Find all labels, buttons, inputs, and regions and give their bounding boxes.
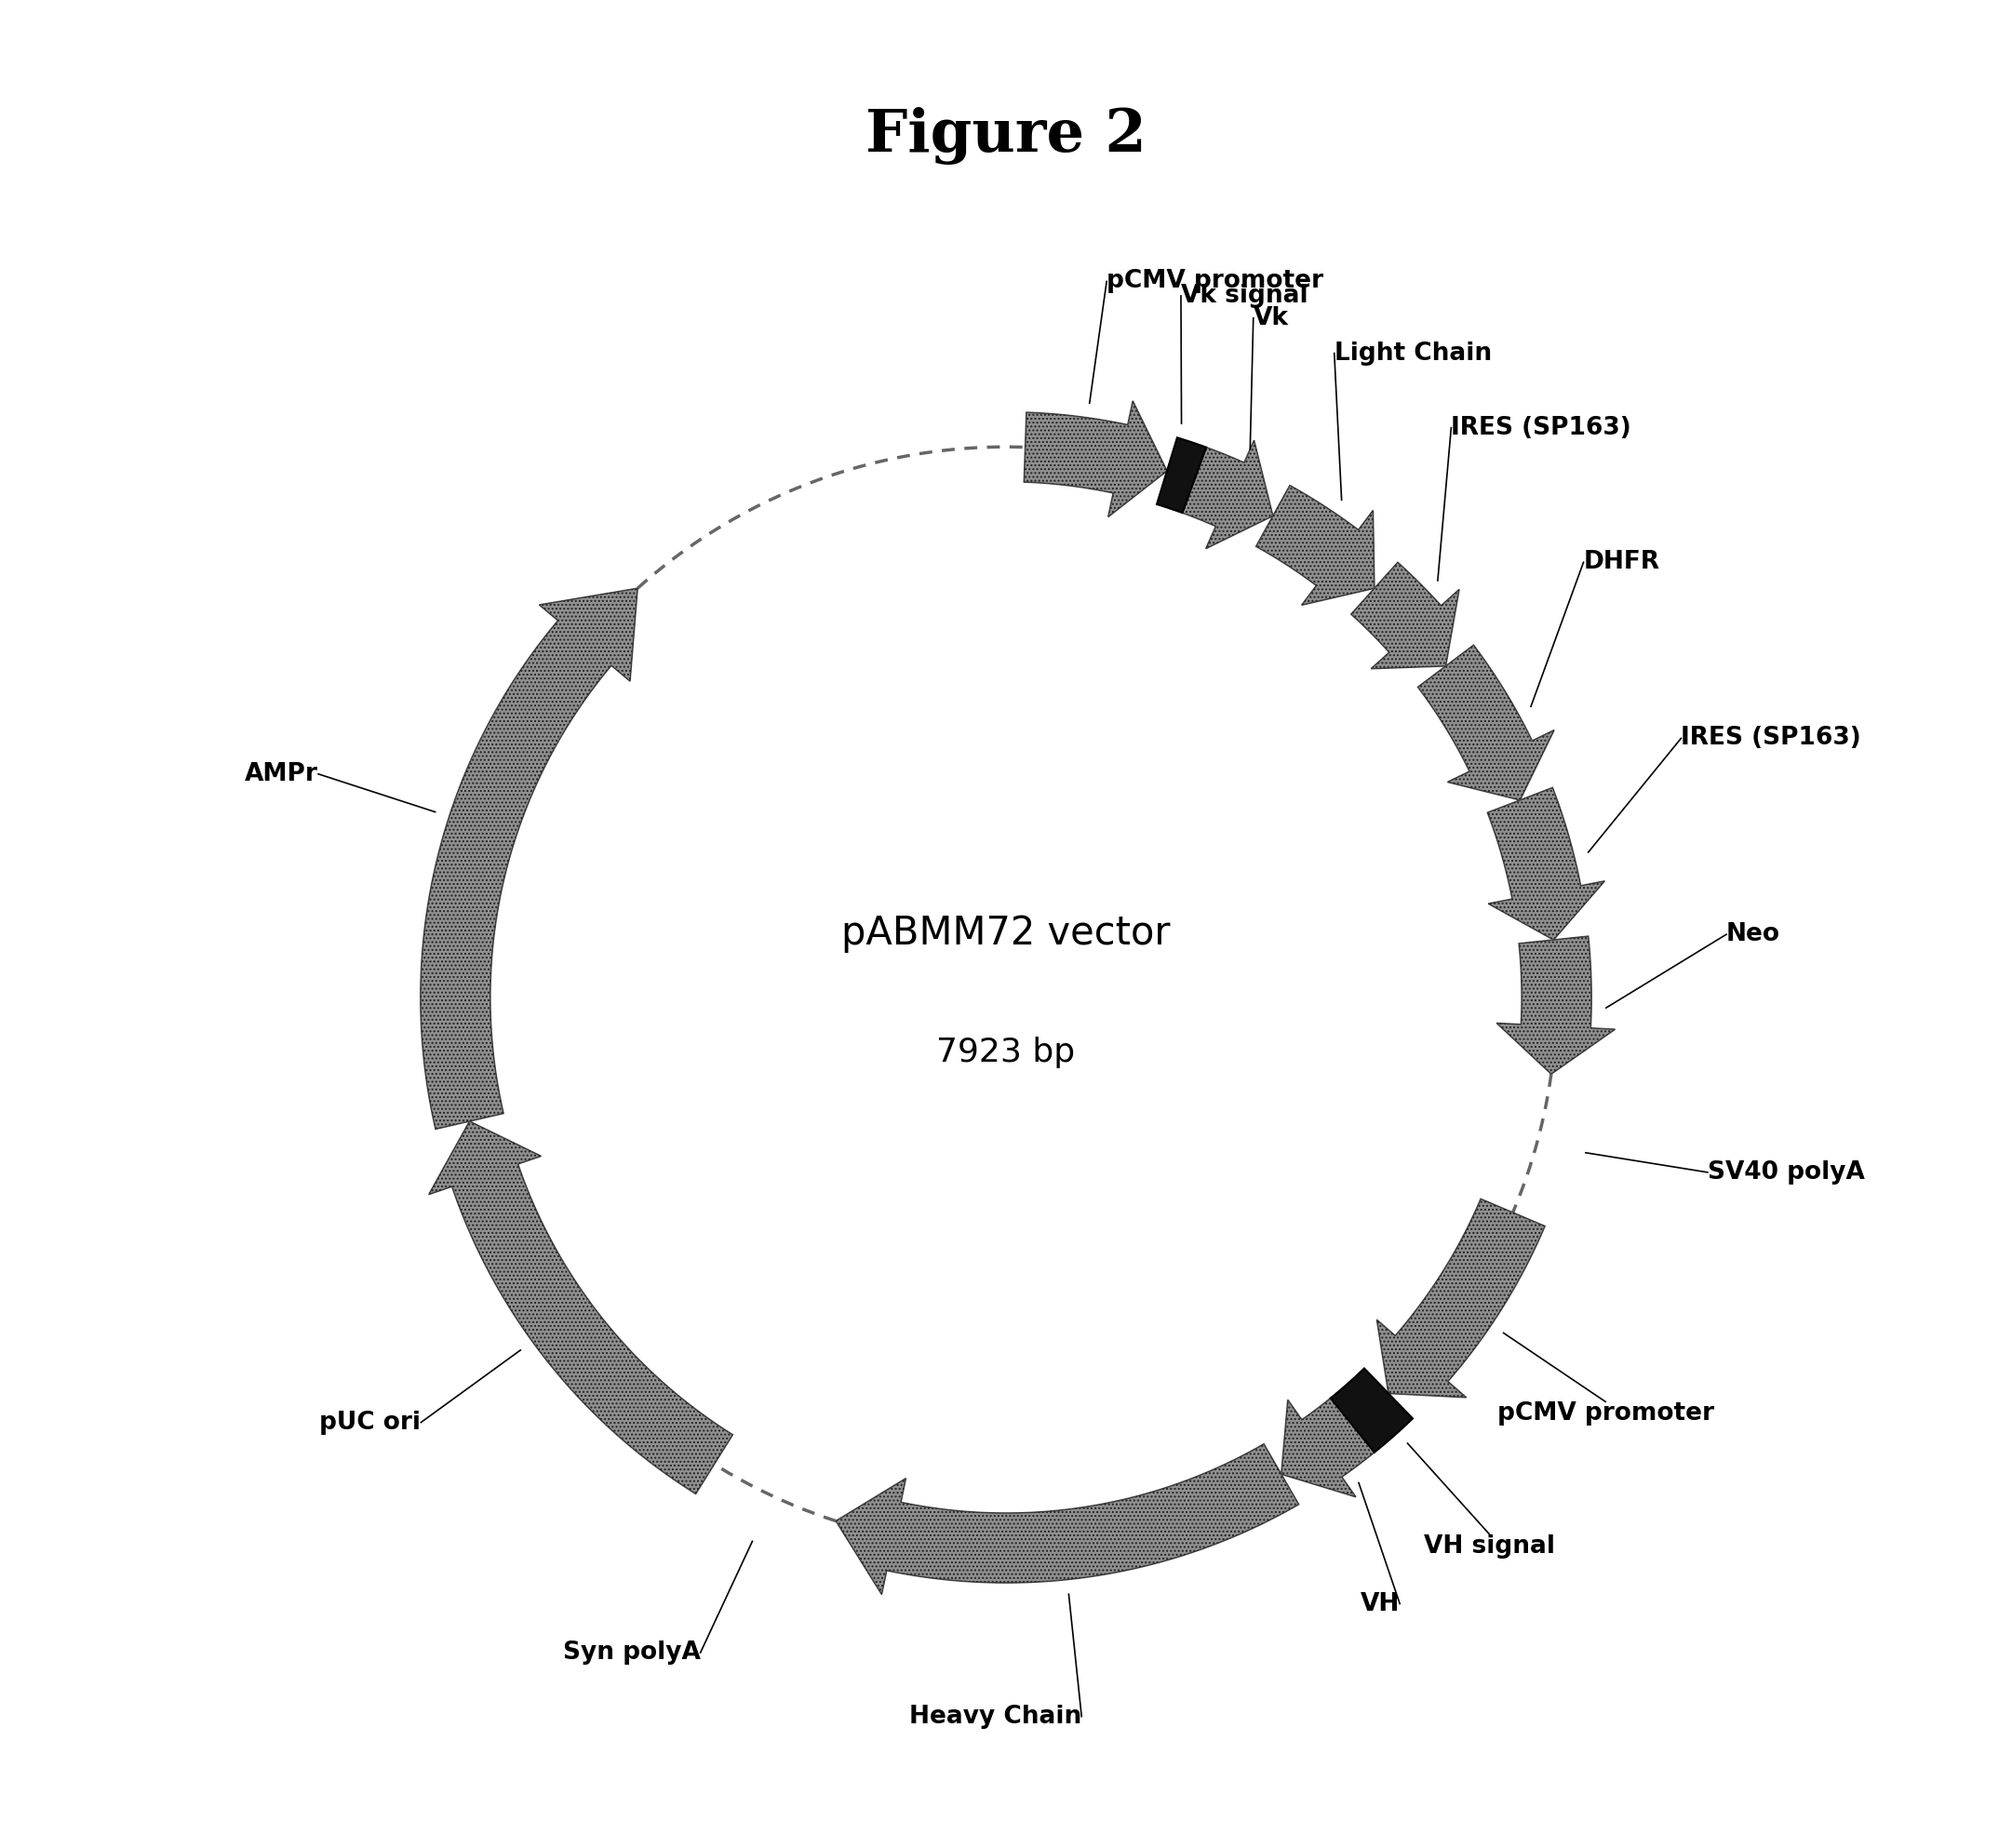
Polygon shape [1024, 401, 1167, 517]
Polygon shape [1330, 1368, 1412, 1453]
Polygon shape [1183, 440, 1274, 549]
Text: pABMM72 vector: pABMM72 vector [841, 913, 1171, 954]
Polygon shape [1418, 645, 1553, 800]
Text: pCMV promoter: pCMV promoter [1107, 270, 1324, 294]
Polygon shape [1497, 937, 1616, 1074]
Text: Figure 2: Figure 2 [865, 107, 1147, 164]
Text: Syn polyA: Syn polyA [563, 1641, 700, 1665]
Polygon shape [1282, 1399, 1374, 1497]
Polygon shape [429, 1122, 732, 1493]
Polygon shape [1487, 787, 1606, 941]
Polygon shape [1352, 562, 1459, 669]
Polygon shape [1157, 438, 1207, 514]
Text: Light Chain: Light Chain [1334, 342, 1491, 366]
Text: pUC ori: pUC ori [320, 1410, 421, 1434]
Text: VH: VH [1360, 1591, 1400, 1615]
Text: VH signal: VH signal [1424, 1534, 1555, 1560]
Polygon shape [1255, 486, 1374, 604]
Text: DHFR: DHFR [1583, 551, 1660, 575]
Text: SV40 polyA: SV40 polyA [1708, 1161, 1865, 1185]
Text: 7923 bp: 7923 bp [938, 1037, 1074, 1068]
Polygon shape [1376, 1199, 1545, 1397]
Text: pCMV promoter: pCMV promoter [1497, 1403, 1714, 1427]
Text: Heavy Chain: Heavy Chain [909, 1704, 1082, 1728]
Text: IRES (SP163): IRES (SP163) [1682, 726, 1861, 750]
Text: Vk signal: Vk signal [1181, 285, 1308, 309]
Polygon shape [421, 588, 638, 1129]
Polygon shape [835, 1443, 1298, 1595]
Text: Neo: Neo [1726, 922, 1781, 946]
Text: AMPr: AMPr [245, 761, 318, 785]
Text: IRES (SP163): IRES (SP163) [1451, 416, 1632, 440]
Text: Vk: Vk [1253, 307, 1288, 331]
